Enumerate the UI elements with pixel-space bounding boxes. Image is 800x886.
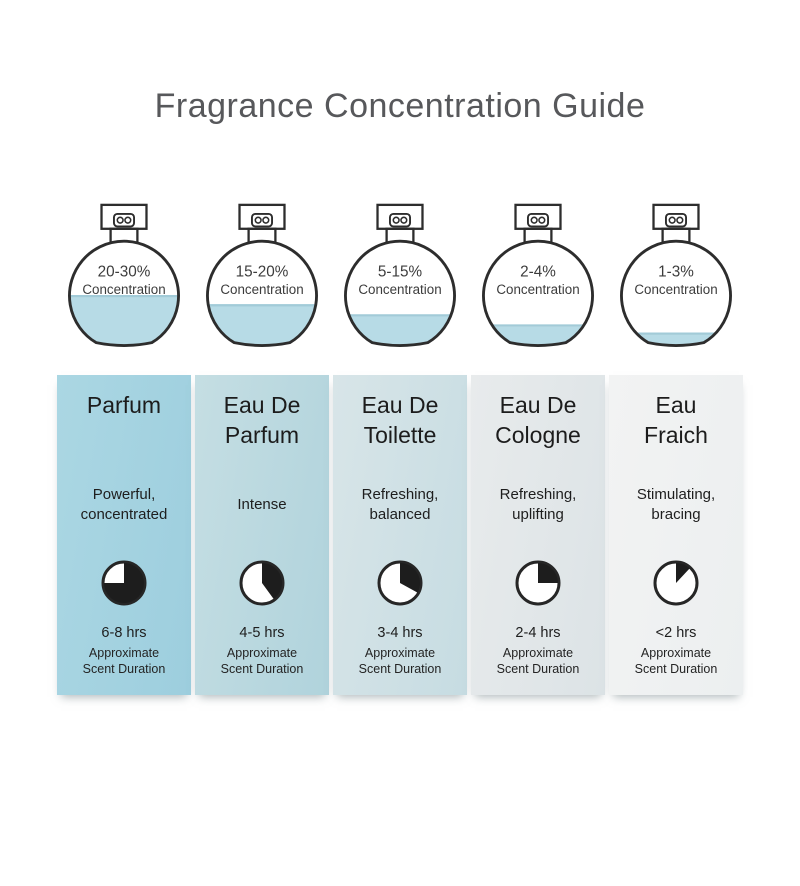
duration-note: Approximate Scent Duration (635, 645, 718, 678)
bottle-concentration-label: Concentration (82, 282, 165, 297)
duration-label: 3-4 hrs (377, 625, 423, 641)
fragrance-name: Eau De Parfum (223, 392, 301, 448)
duration-note: Approximate Scent Duration (221, 645, 304, 678)
clock-icon (101, 560, 147, 606)
bottle-concentration-label: Concentration (634, 282, 717, 297)
perfume-bottle-icon: 1-3% Concentration (620, 203, 732, 347)
duration-label: 6-8 hrs (101, 625, 147, 641)
panel-eau-fraich: Eau Fraich Stimulating, bracing <2 hrs A… (609, 375, 743, 695)
fragrance-name: Parfum (86, 392, 162, 418)
bottle-concentration-label: Concentration (358, 282, 441, 297)
duration-note-line1: Approximate (502, 646, 574, 660)
fragrance-description: Refreshing, balanced (361, 485, 439, 523)
fragrance-columns: 20-30% Concentration Parfum Powerful, co… (57, 202, 743, 695)
perfume-bottle-icon: 5-15% Concentration (344, 203, 456, 347)
duration-note-line1: Approximate (364, 646, 436, 660)
scent-duration-clock (650, 557, 702, 609)
bottle-concentration-label: Concentration (496, 282, 579, 297)
duration-note-line2: Scent Duration (634, 662, 718, 677)
bottle-concentration-value: 15-20% (236, 264, 289, 281)
duration-note-line1: Approximate (88, 646, 160, 660)
panel-parfum: Parfum Powerful, concentrated 6-8 hrs Ap… (57, 375, 191, 695)
perfume-bottle-icon: 15-20% Concentration (206, 203, 318, 347)
bottle-concentration-value: 20-30% (98, 264, 151, 281)
scent-duration-clock (98, 557, 150, 609)
fragrance-description: Powerful, concentrated (80, 485, 168, 523)
bottle-concentration-value: 2-4% (520, 264, 556, 281)
bottle-liquid-fill (207, 304, 317, 346)
bottle-concentration-value: 5-15% (378, 264, 423, 281)
scent-duration-clock (374, 557, 426, 609)
bottle-cap-icon (100, 203, 148, 245)
duration-note-line1: Approximate (640, 646, 712, 660)
page-title: Fragrance Concentration Guide (154, 87, 646, 125)
bottle-cap-icon (514, 203, 562, 245)
clock-icon (377, 560, 423, 606)
bottle-liquid-fill (483, 324, 593, 346)
bottle-liquid-fill (69, 295, 179, 346)
clock-icon (239, 560, 285, 606)
fragrance-name: Eau De Toilette (361, 392, 439, 448)
duration-note-line2: Scent Duration (220, 662, 304, 677)
fragrance-column-eau-de-parfum: 15-20% Concentration Eau De Parfum Inten… (195, 202, 329, 695)
panel-eau-de-cologne: Eau De Cologne Refreshing, uplifting 2-4… (471, 375, 605, 695)
duration-label: 2-4 hrs (515, 625, 561, 641)
bottle-concentration-value: 1-3% (658, 264, 694, 281)
duration-note: Approximate Scent Duration (497, 645, 580, 678)
duration-label: 4-5 hrs (239, 625, 285, 641)
duration-note-line2: Scent Duration (496, 662, 580, 677)
bottle-cap-icon (652, 203, 700, 245)
scent-duration-clock (236, 557, 288, 609)
bottle-liquid-fill (621, 332, 731, 346)
bottle-cap-icon (376, 203, 424, 245)
duration-label: <2 hrs (655, 625, 697, 641)
clock-icon (653, 560, 699, 606)
duration-note: Approximate Scent Duration (83, 645, 166, 678)
fragrance-name: Eau Fraich (644, 392, 708, 448)
duration-note: Approximate Scent Duration (359, 645, 442, 678)
fragrance-description: Refreshing, uplifting (499, 485, 577, 523)
fragrance-column-eau-fraich: 1-3% Concentration Eau Fraich Stimulatin… (609, 202, 743, 695)
perfume-bottle-icon: 2-4% Concentration (482, 203, 594, 347)
fragrance-column-parfum: 20-30% Concentration Parfum Powerful, co… (57, 202, 191, 695)
bottle-cap-icon (238, 203, 286, 245)
duration-note-line1: Approximate (226, 646, 298, 660)
duration-note-line2: Scent Duration (82, 662, 166, 677)
fragrance-description: Stimulating, bracing (636, 485, 716, 523)
fragrance-name: Eau De Cologne (495, 392, 581, 448)
panel-eau-de-parfum: Eau De Parfum Intense 4-5 hrs Approximat… (195, 375, 329, 695)
fragrance-column-eau-de-cologne: 2-4% Concentration Eau De Cologne Refres… (471, 202, 605, 695)
fragrance-column-eau-de-toilette: 5-15% Concentration Eau De Toilette Refr… (333, 202, 467, 695)
scent-duration-clock (512, 557, 564, 609)
panel-eau-de-toilette: Eau De Toilette Refreshing, balanced 3-4… (333, 375, 467, 695)
clock-icon (515, 560, 561, 606)
perfume-bottle-icon: 20-30% Concentration (68, 203, 180, 347)
duration-note-line2: Scent Duration (358, 662, 442, 677)
bottle-concentration-label: Concentration (220, 282, 303, 297)
fragrance-description: Intense (237, 495, 287, 513)
